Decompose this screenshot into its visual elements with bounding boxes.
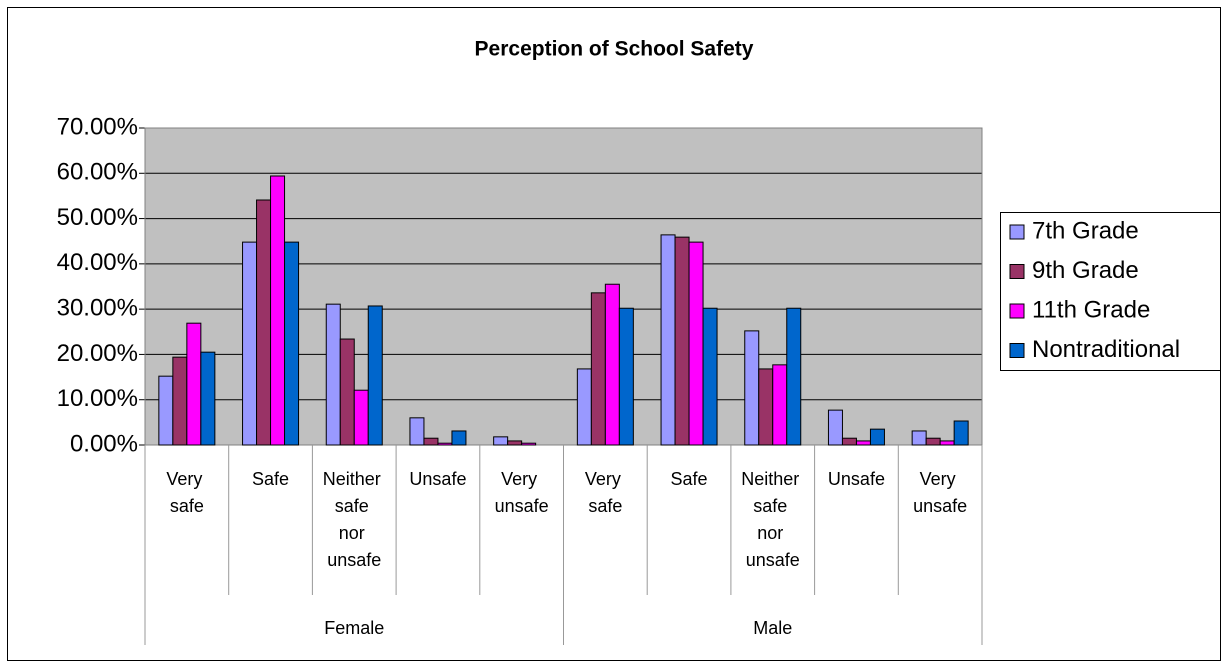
bar	[437, 442, 453, 446]
bar	[423, 437, 439, 446]
x-tick-label: Very unsafe	[495, 469, 549, 516]
bar	[604, 283, 620, 446]
bar	[772, 364, 788, 446]
x-tick-label: Safe	[252, 469, 289, 489]
bar	[786, 307, 802, 446]
y-tick-label: 40.00%	[57, 249, 138, 276]
legend-label: 9th Grade	[1032, 257, 1139, 284]
bar	[841, 437, 857, 446]
bar	[256, 199, 272, 446]
chart-title: Perception of School Safety	[475, 38, 754, 61]
x-tick-label: Very safe	[585, 469, 626, 516]
bar	[284, 241, 300, 446]
bar	[855, 440, 871, 446]
bar	[200, 351, 216, 446]
legend-swatch	[1009, 224, 1025, 240]
bar	[172, 356, 188, 446]
bar	[869, 428, 885, 446]
y-tick-label: 60.00%	[57, 159, 138, 186]
bar	[674, 236, 690, 446]
legend-swatch	[1009, 264, 1025, 279]
y-tick-label: 20.00%	[57, 340, 138, 367]
bar	[939, 440, 955, 446]
bar	[353, 389, 369, 446]
bar	[451, 430, 467, 446]
bar	[339, 338, 355, 446]
x-tick-label: Unsafe	[828, 469, 885, 489]
y-tick-label: 30.00%	[57, 294, 138, 321]
bar	[827, 409, 843, 446]
y-tick-label: 50.00%	[57, 204, 138, 231]
bar	[758, 368, 774, 446]
bar	[744, 330, 760, 446]
legend-box	[1000, 212, 1221, 371]
bar	[186, 322, 202, 446]
group-label: Female	[324, 618, 384, 638]
x-tick-label: Unsafe	[409, 469, 466, 489]
legend-label: 11th Grade	[1032, 296, 1150, 323]
bar	[409, 417, 425, 446]
bar	[702, 307, 718, 446]
legend-label: Nontraditional	[1032, 336, 1180, 363]
bar	[590, 292, 606, 446]
x-tick-label: Very unsafe	[913, 469, 967, 516]
x-tick-label: Safe	[671, 469, 708, 489]
bar	[618, 307, 634, 446]
y-tick-label: 10.00%	[57, 385, 138, 412]
group-label: Male	[753, 618, 792, 638]
y-tick-label: 0.00%	[70, 430, 138, 457]
legend-swatch	[1009, 303, 1025, 319]
bar	[325, 303, 341, 446]
bar	[911, 430, 927, 446]
x-tick-label: Very safe	[166, 469, 207, 516]
bar	[270, 175, 286, 446]
bar	[507, 440, 523, 446]
bar	[576, 368, 592, 446]
bar	[660, 234, 676, 446]
bar	[158, 375, 174, 446]
x-tick-label: Neither safe nor unsafe	[323, 469, 386, 570]
legend-label: 7th Grade	[1032, 217, 1139, 244]
legend-swatch	[1009, 343, 1025, 358]
bar	[521, 442, 537, 446]
x-tick-label: Neither safe nor unsafe	[741, 469, 804, 570]
bar	[925, 437, 941, 446]
bar	[688, 241, 704, 446]
bar	[242, 241, 258, 446]
bar	[367, 305, 383, 446]
y-tick-label: 70.00%	[57, 113, 138, 140]
bar	[953, 420, 969, 446]
bar	[493, 436, 509, 446]
